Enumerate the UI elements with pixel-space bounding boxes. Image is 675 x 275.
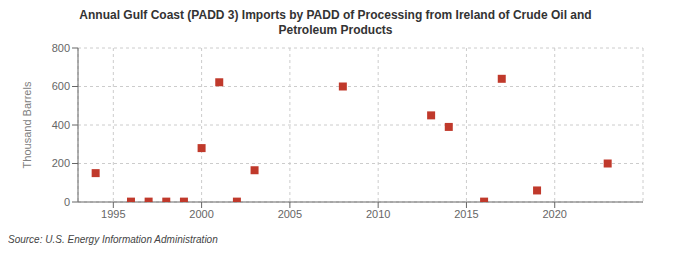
svg-text:2010: 2010 xyxy=(366,208,390,220)
svg-text:2015: 2015 xyxy=(454,208,478,220)
svg-text:2005: 2005 xyxy=(278,208,302,220)
svg-text:2020: 2020 xyxy=(542,208,566,220)
html-text:Source: U.S. Energy Informatio: Source: U.S. Energy Information Administ… xyxy=(8,234,218,245)
svg-text:0: 0 xyxy=(64,196,70,208)
svg-text:800: 800 xyxy=(52,42,70,54)
svg-text:200: 200 xyxy=(52,157,70,169)
svg-text:Thousand Barrels: Thousand Barrels xyxy=(21,81,33,168)
svg-text:600: 600 xyxy=(52,80,70,92)
svg-text:2000: 2000 xyxy=(189,208,213,220)
html-text:Annual Gulf Coast (PADD 3) Imp: Annual Gulf Coast (PADD 3) Imports by PA… xyxy=(79,8,592,22)
svg-text:400: 400 xyxy=(52,119,70,131)
svg-text:1995: 1995 xyxy=(101,208,125,220)
html-text:Petroleum Products: Petroleum Products xyxy=(278,23,393,37)
